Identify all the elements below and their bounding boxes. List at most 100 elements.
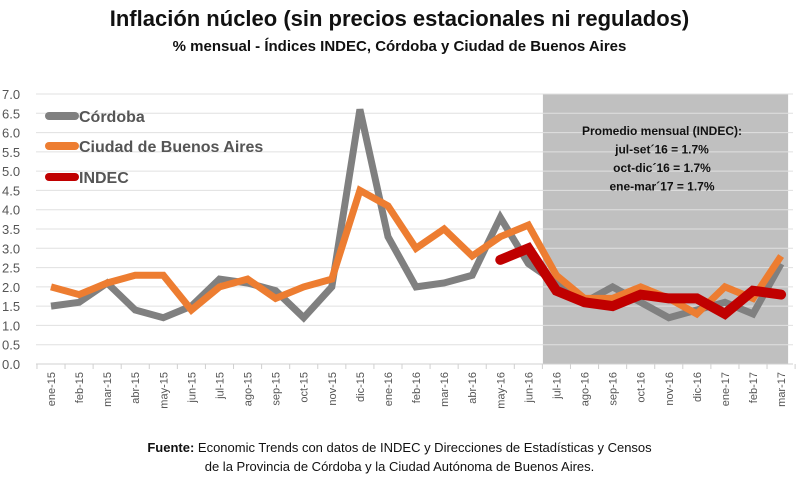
data-point	[612, 286, 613, 287]
data-point	[584, 302, 585, 303]
y-tick-label: 6.0	[2, 126, 20, 141]
data-point	[696, 313, 697, 314]
series-line	[50, 108, 785, 323]
data-point	[612, 298, 613, 299]
data-point	[724, 286, 725, 287]
x-tick-label: sep-15	[271, 372, 283, 406]
data-point	[416, 286, 417, 287]
data-point	[51, 286, 52, 287]
x-tick-label: ago-15	[243, 372, 255, 406]
data-point	[472, 275, 473, 276]
data-point	[163, 317, 164, 318]
data-point	[753, 313, 754, 314]
data-point	[781, 294, 782, 295]
data-point	[556, 275, 557, 276]
data-point	[163, 275, 164, 276]
data-point	[51, 306, 52, 307]
data-point	[528, 263, 529, 264]
source-note: Fuente: Economic Trends con datos de IND…	[0, 438, 799, 476]
data-point	[781, 256, 782, 257]
series-córdoba	[50, 108, 785, 323]
x-tick-label: oct-16	[636, 372, 648, 403]
y-tick-label: 1.5	[2, 299, 20, 314]
data-point	[135, 310, 136, 311]
data-point	[444, 229, 445, 230]
y-tick-label: 3.0	[2, 241, 20, 256]
data-point	[303, 317, 304, 318]
data-point	[640, 302, 641, 303]
x-tick-label: abr-16	[467, 372, 479, 404]
y-tick-label: 7.0	[2, 87, 20, 102]
legend-item: INDEC	[45, 170, 129, 187]
x-tick-label: nov-15	[327, 372, 339, 406]
data-point	[724, 313, 725, 314]
legend-label: Córdoba	[79, 109, 145, 126]
data-point	[359, 190, 360, 191]
x-tick-label: jun-15	[186, 372, 198, 404]
source-line-1: Economic Trends con datos de INDEC y Dir…	[197, 440, 652, 455]
y-tick-label: 6.5	[2, 106, 20, 121]
y-tick-label: 2.0	[2, 280, 20, 295]
x-tick-label: mar-16	[439, 372, 451, 407]
x-tick-label: feb-16	[411, 372, 423, 403]
x-tick-label: may-16	[495, 372, 507, 409]
data-point	[387, 236, 388, 237]
y-tick-label: 1.0	[2, 318, 20, 333]
data-point	[500, 259, 501, 260]
data-point	[275, 290, 276, 291]
y-tick-label: 5.0	[2, 164, 20, 179]
x-tick-label: ene-16	[383, 372, 395, 406]
x-tick-label: sep-16	[608, 372, 620, 406]
x-tick-label: feb-17	[748, 372, 760, 403]
annotation-heading: Promedio mensual (INDEC):	[582, 124, 742, 138]
data-point	[275, 298, 276, 299]
data-point	[331, 286, 332, 287]
data-point	[500, 217, 501, 218]
legend-label: Ciudad de Buenos Aires	[79, 139, 263, 156]
data-point	[472, 256, 473, 257]
data-point	[724, 302, 725, 303]
series-line	[495, 242, 787, 320]
data-point	[79, 302, 80, 303]
data-point	[668, 317, 669, 318]
data-point	[753, 290, 754, 291]
data-point	[696, 298, 697, 299]
data-point	[500, 236, 501, 237]
data-point	[781, 263, 782, 264]
data-point	[219, 286, 220, 287]
x-tick-label: mar-17	[776, 372, 788, 407]
source-label: Fuente:	[147, 440, 195, 455]
data-point	[416, 248, 417, 249]
data-point	[640, 294, 641, 295]
annotation-line: oct-dic´16 = 1.7%	[613, 161, 711, 175]
data-point	[612, 306, 613, 307]
chart-subtitle: % mensual - Índices INDEC, Córdoba y Ciu…	[172, 38, 627, 55]
data-point	[556, 290, 557, 291]
series-indec	[495, 242, 787, 320]
y-tick-label: 3.5	[2, 222, 20, 237]
source-line-2: de la Provincia de Córdoba y la Ciudad A…	[204, 459, 595, 474]
x-tick-label: mar-15	[102, 372, 114, 407]
x-tick-label: dic-16	[692, 372, 704, 402]
data-point	[528, 248, 529, 249]
chart-title: Inflación núcleo (sin precios estacional…	[109, 6, 690, 31]
data-point	[135, 275, 136, 276]
x-tick-label: dic-15	[355, 372, 367, 402]
x-tick-label: nov-16	[664, 372, 676, 406]
x-tick-label: abr-15	[130, 372, 142, 404]
x-tick-label: jul-15	[214, 372, 226, 400]
y-tick-label: 5.5	[2, 145, 20, 160]
x-tick-label: jun-16	[523, 372, 535, 404]
data-point	[359, 109, 360, 110]
annotation-line: jul-set´16 = 1.7%	[614, 143, 709, 157]
data-point	[79, 294, 80, 295]
data-point	[331, 279, 332, 280]
x-tick-label: oct-15	[299, 372, 311, 403]
y-tick-label: 0.5	[2, 338, 20, 353]
x-tick-label: ene-15	[46, 372, 58, 406]
data-point	[191, 310, 192, 311]
x-tick-label: feb-15	[74, 372, 86, 403]
legend-item: Córdoba	[45, 109, 145, 126]
data-point	[303, 286, 304, 287]
